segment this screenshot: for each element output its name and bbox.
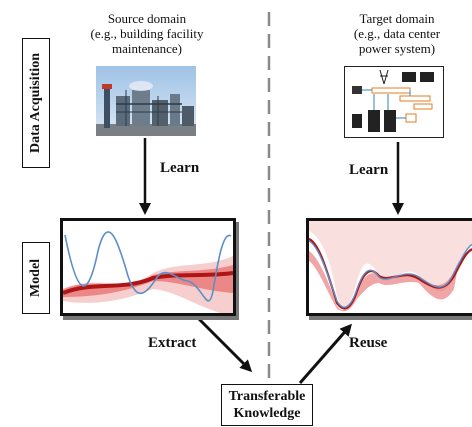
extract-arrow (192, 312, 253, 373)
target-model-curves (309, 221, 472, 312)
knowledge-line1: Transferable (228, 389, 306, 404)
source-domain-example: (e.g., building facility (90, 26, 204, 41)
source-domain-caption: Source domain (e.g., building facility m… (62, 11, 232, 56)
source-uncertainty-band (63, 256, 233, 313)
target-uncertainty-band (309, 221, 472, 312)
learn-label-target: Learn (349, 162, 389, 178)
learn-label-source: Learn (160, 160, 200, 176)
data-acquisition-label-box: Data Acquisition (22, 38, 50, 168)
extract-label: Extract (148, 335, 197, 351)
model-label-box: Model (22, 242, 50, 314)
reuse-label: Reuse (349, 335, 388, 351)
target-true-curve (309, 240, 472, 308)
source-domain-example-cont: maintenance) (111, 41, 182, 56)
target-domain-example: (e.g., data center (353, 26, 441, 41)
building-facility-image (96, 66, 196, 136)
transferable-knowledge-box: Transferable Knowledge (221, 384, 313, 426)
target-domain-caption: Target domain (e.g., data center power s… (322, 11, 472, 56)
source-model-curves (63, 231, 233, 313)
target-domain-example-cont: power system) (358, 41, 436, 56)
target-model-plot (306, 218, 472, 316)
reuse-arrow (298, 323, 352, 384)
source-mean-curve (63, 271, 233, 295)
source-true-curve (64, 231, 232, 302)
source-domain-title: Source domain (107, 11, 187, 26)
source-model-plot (60, 218, 236, 316)
power-system-diagram (344, 66, 444, 138)
target-domain-title: Target domain (359, 11, 435, 26)
knowledge-line2: Knowledge (233, 406, 301, 421)
